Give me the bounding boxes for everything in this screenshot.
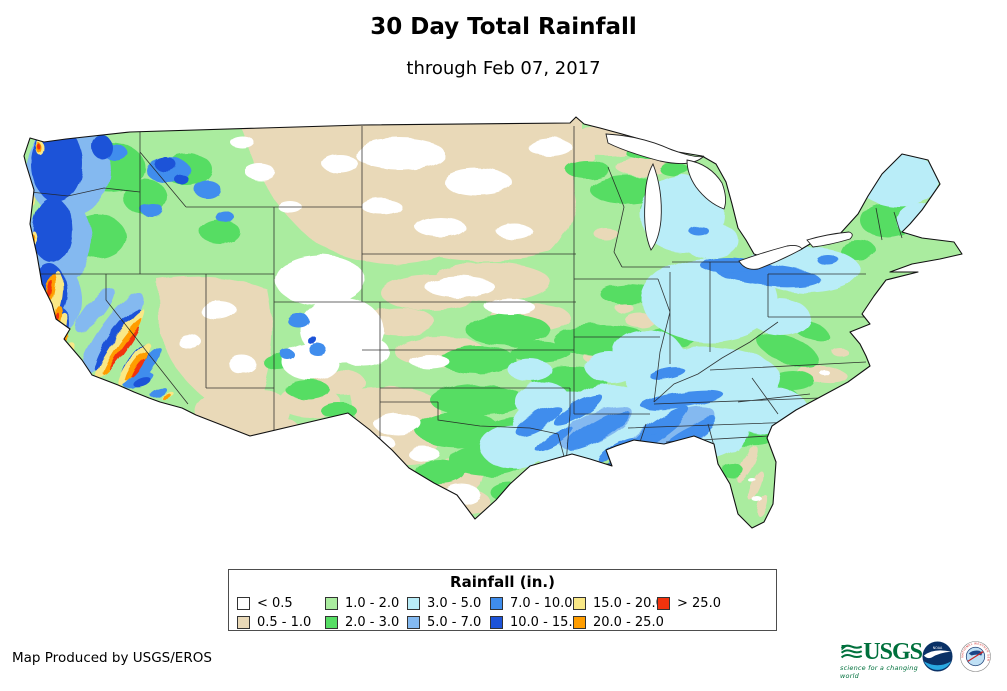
legend-swatch — [573, 597, 586, 610]
legend-label: 5.0 - 7.0 — [427, 615, 482, 630]
legend-swatch — [325, 597, 338, 610]
legend-swatch — [237, 616, 250, 629]
page-subtitle: through Feb 07, 2017 — [406, 58, 601, 79]
legend-swatch — [407, 597, 420, 610]
usgs-wordmark: USGS — [863, 639, 923, 665]
legend-label: 7.0 - 10.0 — [510, 596, 573, 611]
legend-item: 1.0 - 2.0 — [325, 594, 407, 613]
legend-swatch — [573, 616, 586, 629]
legend-label: 10.0 - 15.0 — [510, 615, 581, 630]
conus-rainfall-map — [23, 116, 963, 529]
legend-item: > 25.0 — [657, 594, 767, 613]
legend-item: 15.0 - 20.0 — [573, 594, 664, 613]
legend-swatch — [325, 616, 338, 629]
legend-item: 0.5 - 1.0 — [237, 613, 325, 632]
great-lakes — [605, 133, 853, 270]
legend-swatch — [657, 597, 670, 610]
legend: Rainfall (in.) < 0.5 0.5 - 1.0 1.0 - 2.0… — [228, 569, 777, 631]
legend-label: 3.0 - 5.0 — [427, 596, 482, 611]
legend-item: 3.0 - 5.0 — [407, 594, 490, 613]
legend-swatch — [237, 597, 250, 610]
nws-logo: NATIONAL WEATHER SERVICE — [960, 641, 991, 672]
noaa-logo: NOAA — [922, 641, 953, 672]
usgs-wave-icon — [840, 644, 863, 659]
usgs-logo: USGS science for a changing world — [840, 639, 923, 680]
usgs-tagline: science for a changing world — [840, 664, 918, 680]
us-outline — [23, 116, 963, 529]
legend-grid: < 0.5 0.5 - 1.0 1.0 - 2.0 2.0 - 3.0 3.0 … — [237, 594, 776, 632]
noaa-text: NOAA — [933, 646, 943, 650]
legend-label: > 25.0 — [677, 596, 721, 611]
legend-item: 10.0 - 15.0 — [490, 613, 581, 632]
legend-label: 15.0 - 20.0 — [593, 596, 664, 611]
legend-item: < 0.5 — [237, 594, 325, 613]
legend-label: 1.0 - 2.0 — [345, 596, 400, 611]
legend-label: < 0.5 — [257, 596, 293, 611]
legend-swatch — [407, 616, 420, 629]
legend-swatch — [490, 597, 503, 610]
legend-label: 0.5 - 1.0 — [257, 615, 312, 630]
page-title: 30 Day Total Rainfall — [370, 14, 637, 40]
legend-label: 2.0 - 3.0 — [345, 615, 400, 630]
legend-label: 20.0 - 25.0 — [593, 615, 664, 630]
legend-swatch — [490, 616, 503, 629]
legend-item: 20.0 - 25.0 — [573, 613, 664, 632]
legend-title: Rainfall (in.) — [450, 573, 555, 591]
legend-item: 2.0 - 3.0 — [325, 613, 407, 632]
credit-text: Map Produced by USGS/EROS — [12, 650, 212, 666]
legend-item: 7.0 - 10.0 — [490, 594, 573, 613]
legend-item: 5.0 - 7.0 — [407, 613, 490, 632]
